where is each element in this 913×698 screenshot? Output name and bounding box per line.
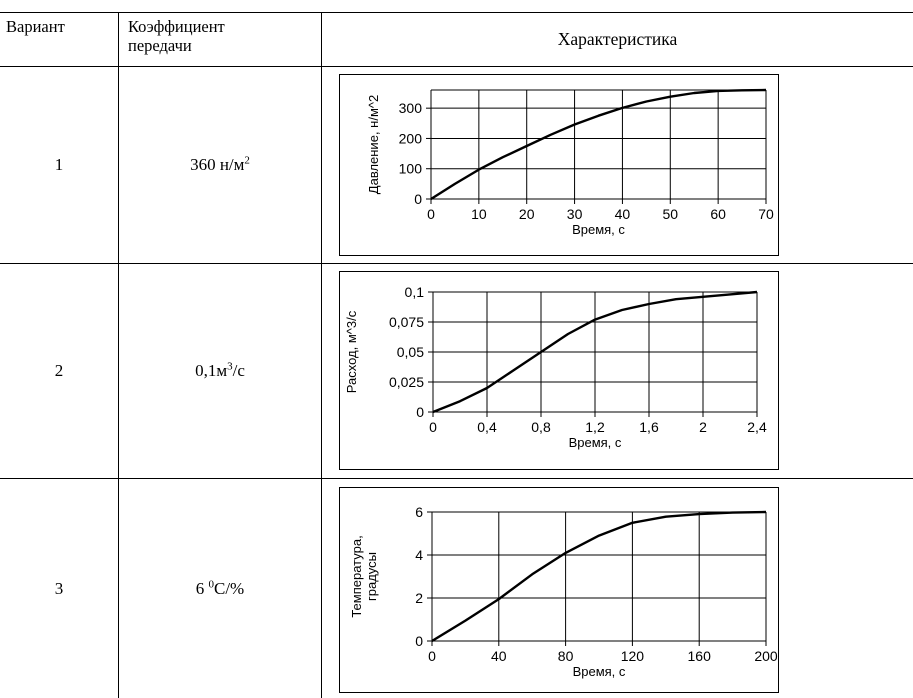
row-1-variant: 1: [0, 67, 118, 263]
header-coefficient: Коэффициент передачи: [128, 17, 318, 55]
x-tick-label: 0: [428, 648, 436, 664]
table-row-divider-1: [0, 263, 913, 264]
y-tick-label: 0: [416, 404, 424, 420]
x-tick-label: 2,4: [747, 419, 767, 435]
row-3-coef-sup: 0: [208, 577, 215, 590]
y-tick-label: 0: [415, 633, 423, 649]
row-1-coef-sup: 2: [244, 154, 250, 167]
row-2-coef-main: 0,1м: [195, 361, 228, 380]
y-axis-label: Давление, н/м^2: [366, 95, 381, 194]
row-2-variant: 2: [0, 264, 118, 478]
x-tick-label: 160: [688, 648, 712, 664]
row-1-coefficient-text: 360 н/м2: [190, 155, 250, 175]
row-3-coefficient-text: 6 0С/%: [195, 577, 245, 599]
y-tick-label: 100: [399, 161, 423, 177]
y-axis-label: Расход, м^3/с: [344, 310, 359, 393]
row-1-coef-main: 360 н/м: [190, 155, 245, 174]
series-line: [431, 510, 767, 643]
x-tick-label: 80: [558, 648, 574, 664]
x-tick-label: 20: [519, 206, 535, 222]
pressure-chart: 0 10 20 30 40 50 60 70 0 100 200 300 Время, с Давлени…: [366, 88, 774, 237]
x-axis-label: Время, с: [569, 435, 622, 450]
x-tick-label: 10: [471, 206, 487, 222]
x-axis-label: Время, с: [573, 664, 626, 679]
header-coefficient-line2: передачи: [128, 36, 192, 55]
temperature-chart: 0 40 80 120 160 200 0 2 4 6 Время, с Температура, гр…: [349, 504, 778, 679]
series-line: [432, 290, 758, 414]
row-3-coef-tail: С/%: [214, 578, 245, 598]
series-line: [430, 88, 767, 201]
x-tick-label: 120: [621, 648, 645, 664]
y-tick-label: 2: [415, 590, 423, 606]
y-tick-label: 300: [399, 100, 423, 116]
row-3-coef-main: 6: [195, 578, 209, 598]
row-2-coefficient: 0,1м3/с: [119, 264, 321, 478]
header-variant: Вариант: [6, 17, 116, 36]
row-3-coefficient: 6 0С/%: [119, 479, 321, 698]
header-characteristic-text: Характеристика: [557, 28, 678, 49]
table-col-divider-2: [321, 12, 322, 698]
y-tick-label: 0,1: [405, 284, 425, 300]
y-axis-label: градусы: [364, 552, 379, 601]
row-2-coefficient-text: 0,1м3/с: [195, 361, 245, 381]
x-tick-label: 200: [754, 648, 778, 664]
row-3-variant: 3: [0, 479, 118, 698]
header-coefficient-line1: Коэффициент: [128, 17, 225, 36]
x-tick-label: 30: [567, 206, 583, 222]
x-axis-label: Время, с: [572, 222, 625, 237]
chart-box-pressure: 0 10 20 30 40 50 60 70 0 100 200 300 Время, с Давлени…: [339, 74, 779, 256]
y-tick-label: 0,075: [389, 314, 424, 330]
x-tick-label: 60: [710, 206, 726, 222]
y-tick-label: 6: [415, 504, 423, 520]
chart-box-temperature: 0 40 80 120 160 200 0 2 4 6 Время, с Температура, гр…: [339, 487, 779, 693]
table-row-divider-2: [0, 478, 913, 479]
x-tick-label: 0,4: [477, 419, 497, 435]
flow-chart: 0 0,4 0,8 1,2 1,6 2 2,4 0 0,025 0,05 0,075 0,1 Время…: [344, 284, 767, 450]
y-tick-label: 200: [399, 130, 423, 146]
row-3-variant-text: 3: [54, 578, 64, 598]
x-tick-label: 0,8: [531, 419, 551, 435]
y-axis-label: Температура,: [349, 535, 364, 617]
table-header-divider: [0, 66, 913, 67]
x-tick-label: 1,6: [639, 419, 659, 435]
header-characteristic: Характеристика: [322, 12, 913, 66]
x-tick-label: 50: [662, 206, 678, 222]
x-tick-label: 70: [758, 206, 774, 222]
x-tick-label: 40: [491, 648, 507, 664]
header-variant-text: Вариант: [6, 17, 65, 36]
row-2-coef-sup: 3: [227, 360, 233, 373]
y-tick-label: 0,05: [397, 344, 424, 360]
x-tick-label: 0: [427, 206, 435, 222]
y-tick-label: 4: [415, 547, 423, 563]
x-tick-label: 40: [615, 206, 631, 222]
table-col-divider-1: [118, 12, 119, 698]
x-tick-label: 2: [699, 419, 707, 435]
row-1-variant-text: 1: [54, 155, 64, 174]
x-tick-label: 0: [429, 419, 437, 435]
y-tick-label: 0: [414, 191, 422, 207]
x-tick-label: 1,2: [585, 419, 605, 435]
chart-box-flow: 0 0,4 0,8 1,2 1,6 2 2,4 0 0,025 0,05 0,075 0,1 Время…: [339, 271, 779, 470]
row-1-coefficient: 360 н/м2: [119, 67, 321, 263]
y-tick-label: 0,025: [389, 374, 424, 390]
row-2-variant-text: 2: [54, 361, 64, 380]
table-border-top: [0, 12, 913, 13]
row-2-coef-tail: /с: [232, 361, 245, 380]
